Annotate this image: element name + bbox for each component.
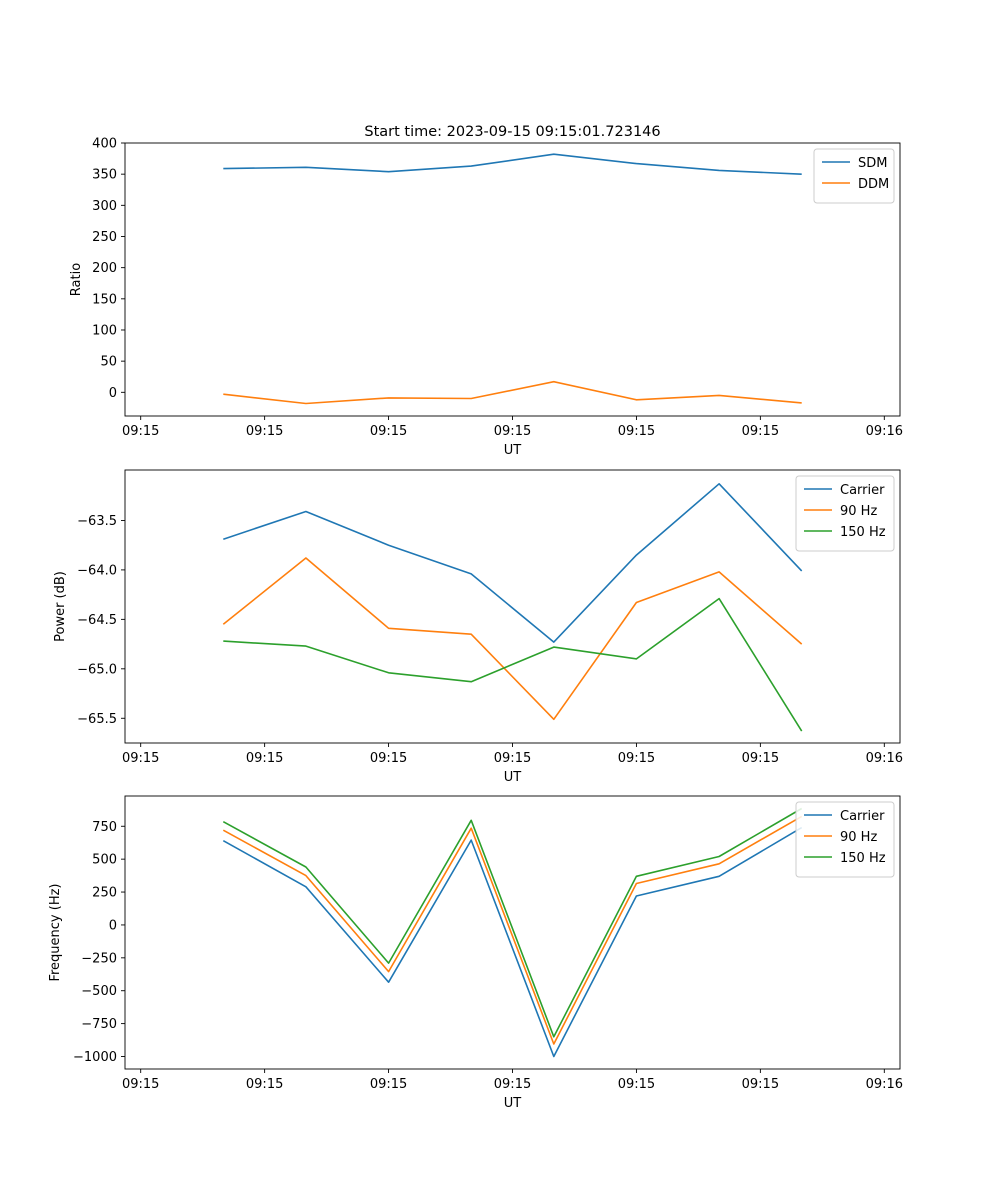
- y-tick-label: 0: [109, 386, 117, 401]
- frequency-panel: 09:15 09:15 09:15 09:15 09:15 09:15 09:16 −1000…: [48, 795, 903, 1111]
- x-tick-label: 09:16: [866, 424, 903, 439]
- legend-label: 150 Hz: [840, 525, 886, 540]
- axes-frame: [124, 142, 901, 417]
- power-panel: 09:15 09:15 09:15 09:15 09:15 09:15 09:16 −65.5…: [53, 469, 903, 785]
- figure-title: Start time: 2023-09-15 09:15:01.723146: [364, 124, 660, 140]
- x-axis-label: UT: [504, 1096, 522, 1111]
- series-line-carrier: [222, 826, 803, 1058]
- y-tick-label: −64.5: [77, 613, 117, 628]
- y-tick-label: 0: [109, 918, 117, 933]
- y-tick-label: 100: [92, 323, 117, 338]
- x-tick-label: 09:15: [742, 424, 779, 439]
- y-tick-label: 350: [92, 168, 117, 183]
- ratio-panel: 09:15 09:15 09:15 09:15 09:15 09:15 09:16 0 50 10…: [69, 137, 903, 459]
- x-axis-label: UT: [504, 770, 522, 785]
- x-tick-label: 09:15: [370, 751, 407, 766]
- y-tick-label: −63.5: [77, 514, 117, 529]
- legend-label: SDM: [858, 156, 887, 171]
- legend-label: Carrier: [840, 809, 885, 824]
- legend-label: 90 Hz: [840, 830, 877, 845]
- x-tick-label: 09:15: [494, 424, 531, 439]
- x-tick-label: 09:15: [618, 751, 655, 766]
- x-tick-label: 09:15: [494, 751, 531, 766]
- x-tick-label: 09:15: [246, 751, 283, 766]
- y-tick-label: 750: [92, 820, 117, 835]
- y-tick-label: 250: [92, 230, 117, 245]
- x-tick-label: 09:16: [866, 1077, 903, 1092]
- y-tick-label: −65.5: [77, 712, 117, 727]
- legend-label: Carrier: [840, 483, 885, 498]
- series-line-90-hz: [222, 815, 803, 1045]
- x-tick-label: 09:15: [618, 1077, 655, 1092]
- y-tick-label: 400: [92, 137, 117, 152]
- x-tick-label: 09:15: [122, 1077, 159, 1092]
- series-line-ddm: [223, 380, 802, 405]
- y-tick-label: −64.0: [77, 563, 117, 578]
- x-tick-label: 09:15: [122, 751, 159, 766]
- y-tick-label: −500: [81, 984, 117, 999]
- y-tick-label: −250: [81, 951, 117, 966]
- y-tick-label: 200: [92, 261, 117, 276]
- legend-label: DDM: [858, 177, 889, 192]
- y-tick-label: 250: [92, 886, 117, 901]
- series-line-90-hz: [222, 557, 803, 721]
- y-tick-label: −750: [81, 1017, 117, 1032]
- y-axis-label: Ratio: [69, 263, 84, 296]
- x-tick-label: 09:15: [122, 424, 159, 439]
- y-tick-label: −65.0: [77, 662, 117, 677]
- x-tick-label: 09:15: [742, 1077, 779, 1092]
- y-tick-label: 500: [92, 853, 117, 868]
- legend-label: 90 Hz: [840, 504, 877, 519]
- y-tick-label: −1000: [73, 1050, 117, 1065]
- x-tick-label: 09:15: [246, 424, 283, 439]
- y-tick-label: 50: [100, 355, 117, 370]
- y-axis-label: Power (dB): [53, 571, 68, 642]
- y-tick-label: 150: [92, 292, 117, 307]
- x-axis-label: UT: [504, 443, 522, 458]
- legend-box: [795, 801, 895, 878]
- legend-box: [795, 475, 895, 552]
- legend-label: 150 Hz: [840, 851, 886, 866]
- y-tick-label: 300: [92, 199, 117, 214]
- x-tick-label: 09:15: [494, 1077, 531, 1092]
- x-tick-label: 09:15: [618, 424, 655, 439]
- series-line-150-hz: [222, 807, 803, 1038]
- axes-frame: [124, 795, 901, 1070]
- x-tick-label: 09:16: [866, 751, 903, 766]
- series-line-sdm: [223, 153, 802, 175]
- y-axis-label: Frequency (Hz): [48, 883, 63, 981]
- x-tick-label: 09:15: [742, 751, 779, 766]
- x-tick-label: 09:15: [246, 1077, 283, 1092]
- x-tick-label: 09:15: [370, 424, 407, 439]
- series-line-150-hz: [223, 597, 803, 732]
- series-line-carrier: [223, 482, 803, 643]
- x-tick-label: 09:15: [370, 1077, 407, 1092]
